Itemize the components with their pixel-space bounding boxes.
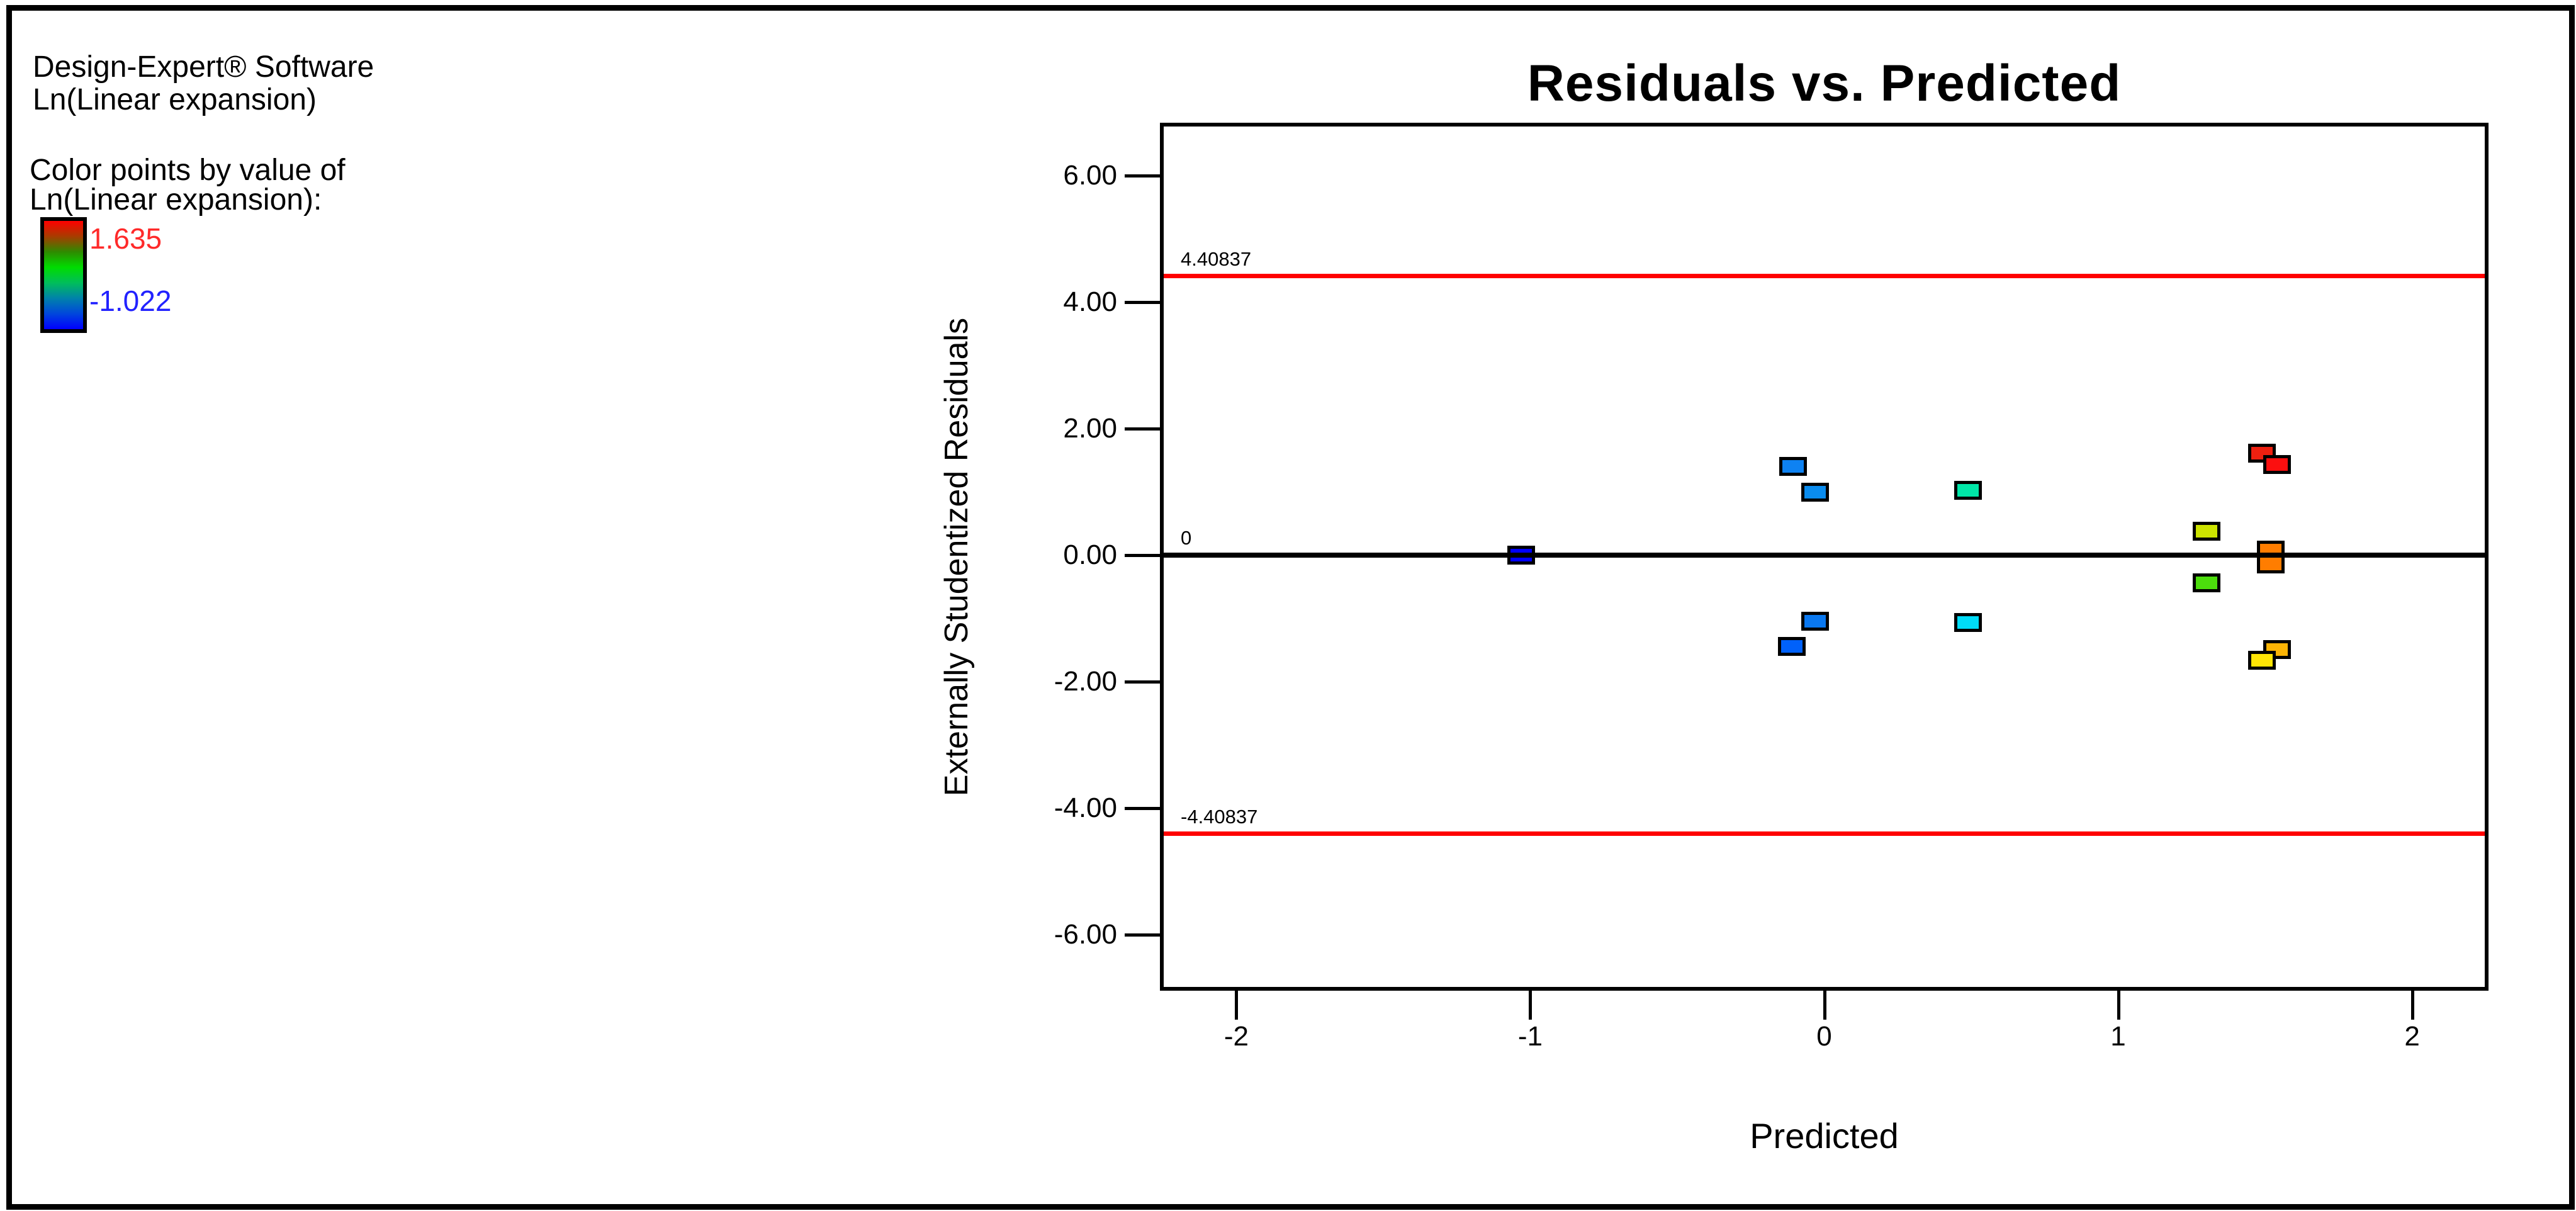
reference-line — [1164, 552, 2485, 558]
x-tick-label: -1 — [1517, 1021, 1543, 1052]
data-point — [1954, 613, 1983, 633]
data-point — [1801, 612, 1830, 631]
y-tick-label: -4.00 — [1054, 792, 1117, 823]
x-tick-mark — [1529, 991, 1533, 1020]
data-point — [2192, 521, 2220, 541]
software-name-label: Design-Expert® Software — [33, 50, 374, 84]
data-point — [1954, 480, 1983, 500]
legend-min-value: -1.022 — [89, 284, 172, 317]
y-tick-mark — [1125, 553, 1160, 557]
reference-line — [1164, 274, 2485, 279]
data-point — [1801, 482, 1830, 502]
y-tick-mark — [1125, 680, 1160, 684]
color-gradient-bar — [40, 217, 87, 333]
x-tick-label: 0 — [1816, 1021, 1832, 1052]
y-tick-label: -2.00 — [1054, 665, 1117, 697]
color-legend-heading-line1: Color points by value of — [30, 154, 346, 187]
y-tick-mark — [1125, 301, 1160, 305]
y-tick-mark — [1125, 933, 1160, 937]
reference-line-label: 4.40837 — [1181, 248, 1252, 271]
data-point — [2263, 455, 2291, 475]
reference-line-label: 0 — [1181, 526, 1192, 549]
x-axis-title: Predicted — [1750, 1116, 1899, 1156]
x-tick-label: 2 — [2404, 1021, 2420, 1052]
x-tick-mark — [2410, 991, 2414, 1020]
color-legend-heading-line2: Ln(Linear expansion): — [30, 183, 322, 217]
y-tick-label: 6.00 — [1063, 160, 1117, 191]
data-point — [2192, 573, 2220, 593]
y-tick-label: 4.00 — [1063, 286, 1117, 318]
chart-title: Residuals vs. Predicted — [1527, 55, 2122, 112]
reference-line — [1164, 831, 2485, 836]
x-tick-label: 1 — [2110, 1021, 2126, 1052]
y-tick-label: 2.00 — [1063, 413, 1117, 444]
y-tick-label: -6.00 — [1054, 918, 1117, 950]
x-tick-mark — [1235, 991, 1239, 1020]
y-tick-label: 0.00 — [1063, 539, 1117, 570]
reference-line-label: -4.40837 — [1181, 805, 1258, 828]
data-point — [2257, 555, 2285, 574]
x-tick-mark — [1823, 991, 1826, 1020]
data-point — [1778, 636, 1806, 656]
x-tick-mark — [2117, 991, 2120, 1020]
x-tick-label: -2 — [1223, 1021, 1249, 1052]
data-point — [2248, 650, 2276, 670]
legend-max-value: 1.635 — [89, 222, 162, 255]
data-point — [1779, 457, 1808, 476]
y-tick-mark — [1125, 806, 1160, 810]
y-tick-mark — [1125, 427, 1160, 431]
y-tick-mark — [1125, 174, 1160, 178]
response-name-label: Ln(Linear expansion) — [33, 83, 317, 116]
